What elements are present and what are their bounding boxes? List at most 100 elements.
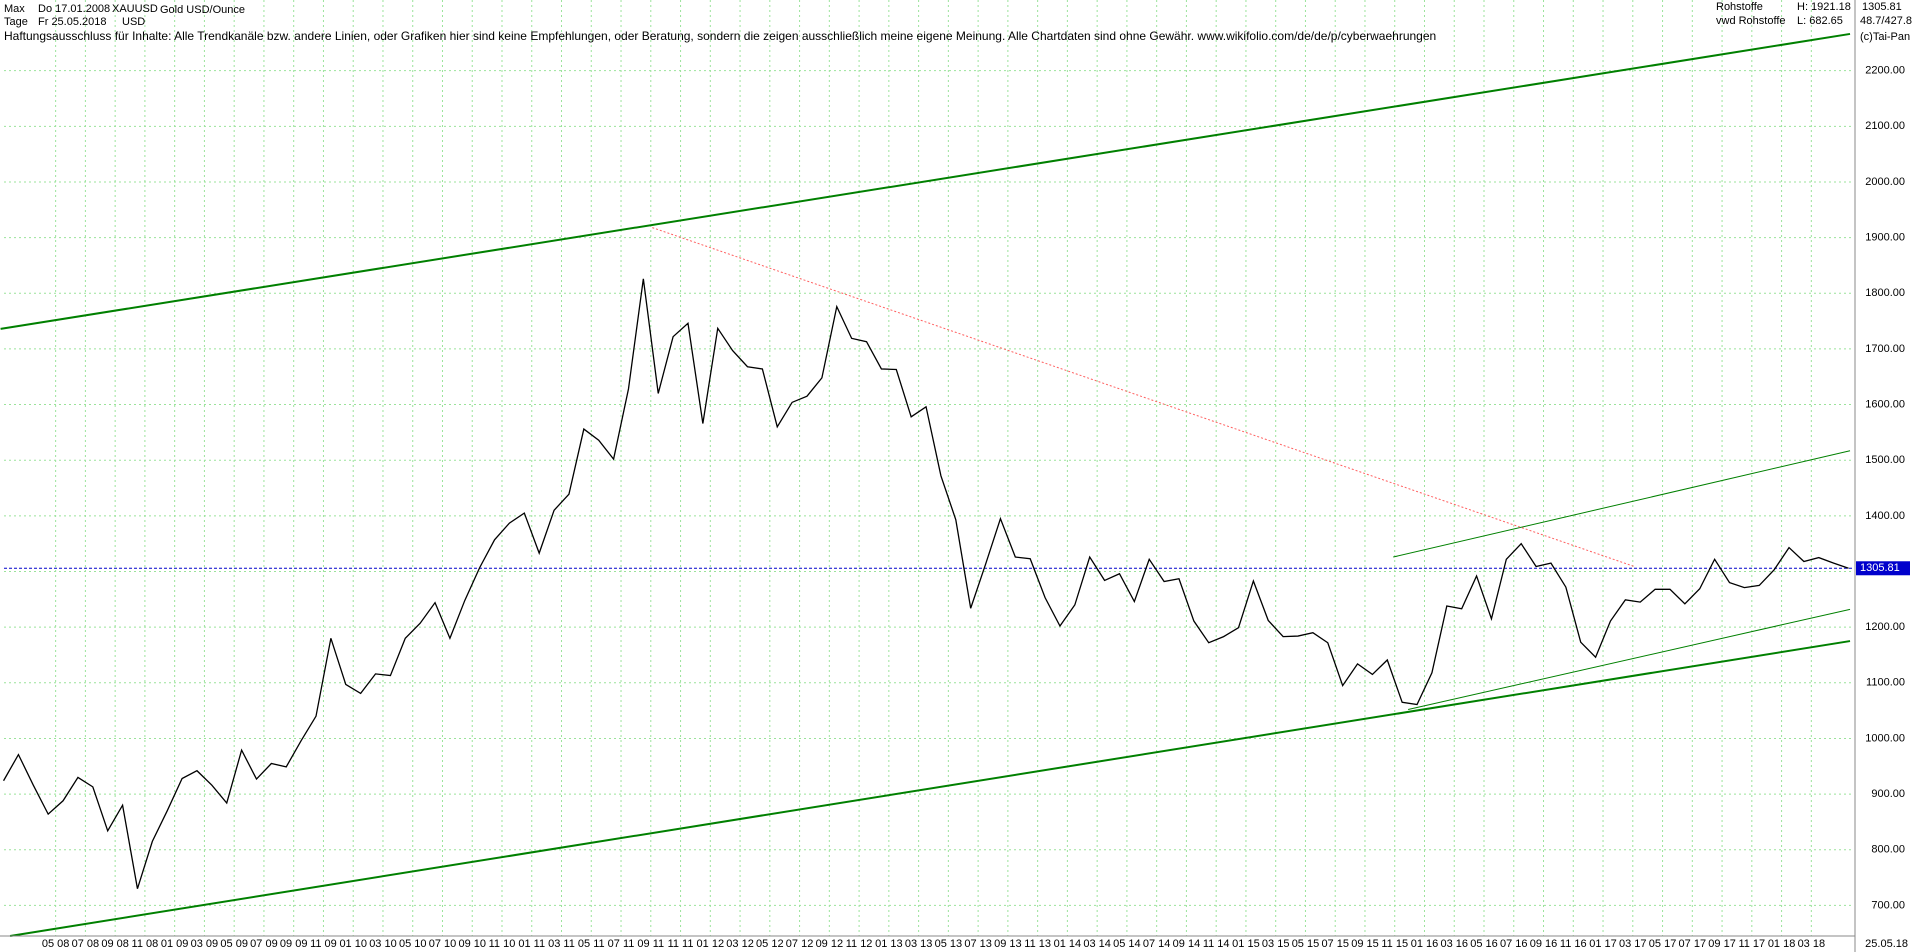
x-tick-label: 07 09: [250, 938, 278, 950]
x-tick-label: 05 08: [42, 938, 70, 950]
market: Rohstoffe: [1716, 1, 1763, 13]
x-tick-label: 07 11: [608, 938, 635, 950]
x-tick-label: 01 18: [1768, 938, 1796, 950]
x-tick-label: 11 14: [1203, 938, 1230, 950]
x-tick-label: 03 17: [1619, 938, 1647, 950]
x-tick-label: 11 16: [1560, 938, 1587, 950]
y-tick-label: 1800.00: [1865, 287, 1905, 299]
x-tick-label: 11 13: [1024, 938, 1051, 950]
last-price-box: [1856, 561, 1910, 576]
y-tick-label: 1200.00: [1865, 621, 1905, 633]
x-tick-label: 09 09: [280, 938, 308, 950]
x-tick-label: 01 09: [161, 938, 189, 950]
x-tick-label: 07 12: [786, 938, 814, 950]
x-tick-label: 03 10: [369, 938, 397, 950]
x-tick-label: 05 11: [578, 938, 605, 950]
x-tick-label: 01 14: [1054, 938, 1082, 950]
trend-line: [9, 640, 1851, 937]
period: Tage: [4, 16, 28, 28]
x-tick-label: 11 08: [132, 938, 159, 950]
y-tick-label: 1700.00: [1865, 343, 1905, 355]
last-price: 1305.81: [1862, 1, 1902, 13]
x-tick-label: 03 13: [905, 938, 933, 950]
y-tick-label: 2100.00: [1865, 120, 1905, 132]
x-tick-label: 09 08: [101, 938, 129, 950]
end-date: Fr 25.05.2018: [38, 16, 107, 28]
y-tick-label: 800.00: [1871, 844, 1905, 856]
x-tick-label: 11 15: [1381, 938, 1408, 950]
x-tick-label: 11 10: [489, 938, 516, 950]
x-tick-label: 07 16: [1500, 938, 1528, 950]
x-tick-label: 09 11: [637, 938, 664, 950]
y-tick-label: 1900.00: [1865, 232, 1905, 244]
copyright: (c)Tai-Pan: [1860, 31, 1910, 43]
x-tick-label: 03 16: [1440, 938, 1468, 950]
range: Max: [4, 3, 25, 15]
trend-line: [652, 227, 1635, 567]
price-line: [2, 278, 1849, 889]
x-tick-label: 05 09: [220, 938, 248, 950]
x-tick-label: 07 10: [429, 938, 457, 950]
y-tick-label: 1100.00: [1866, 677, 1905, 689]
x-tick-label: 09 17: [1708, 938, 1736, 950]
x-tick-label: 01 13: [875, 938, 903, 950]
x-tick-label: 09 15: [1351, 938, 1379, 950]
x-tick-label: 05 12: [756, 938, 784, 950]
symbol: XAUUSD: [112, 3, 158, 15]
x-tick-label: 07 17: [1679, 938, 1707, 950]
y-tick-label: 900.00: [1871, 788, 1905, 800]
x-tick-label: 01 17: [1589, 938, 1617, 950]
end-date-label: 25.05.18: [1865, 938, 1908, 950]
x-tick-label: 05 10: [399, 938, 427, 950]
trend-line: [0, 32, 1851, 330]
x-tick-label: 01 12: [697, 938, 725, 950]
x-tick-label: 09 10: [458, 938, 486, 950]
x-tick-label: 07 13: [964, 938, 992, 950]
x-tick-label: 09 13: [994, 938, 1022, 950]
x-tick-label: 03 18: [1798, 938, 1826, 950]
x-tick-label: 07 15: [1321, 938, 1349, 950]
ratio: 48.7/427.8: [1860, 15, 1912, 27]
x-tick-label: 07 08: [72, 938, 100, 950]
x-tick-label: 09 14: [1173, 938, 1201, 950]
y-tick-label: 1600.00: [1865, 398, 1905, 410]
high: H: 1921.18: [1797, 1, 1851, 13]
x-tick-label: 09 12: [816, 938, 844, 950]
x-tick-label: 01 16: [1411, 938, 1439, 950]
x-tick-label: 05 14: [1113, 938, 1141, 950]
y-tick-label: 1500.00: [1865, 454, 1905, 466]
x-tick-label: 11 12: [846, 938, 873, 950]
disclaimer: Haftungsausschluss für Inhalte: Alle Tre…: [4, 29, 1436, 43]
x-tick-label: 11 11: [668, 938, 694, 950]
x-tick-label: 01 10: [339, 938, 367, 950]
y-tick-label: 1000.00: [1865, 732, 1905, 744]
trend-line: [1393, 450, 1851, 558]
x-tick-label: 03 14: [1083, 938, 1111, 950]
y-tick-label: 700.00: [1871, 899, 1905, 911]
x-tick-label: 07 14: [1143, 938, 1171, 950]
currency: USD: [122, 16, 145, 28]
x-tick-label: 03 11: [548, 938, 575, 950]
instrument: Gold USD/Ounce: [160, 4, 245, 16]
y-tick-label: 2000.00: [1865, 176, 1905, 188]
trend-line: [1408, 608, 1851, 711]
x-tick-label: 03 09: [191, 938, 219, 950]
x-tick-label: 05 16: [1470, 938, 1498, 950]
low: L: 682.65: [1797, 15, 1843, 27]
x-tick-label: 01 11: [518, 938, 545, 950]
start-date: Do 17.01.2008: [38, 3, 110, 15]
x-tick-label: 11 09: [310, 938, 337, 950]
x-tick-label: 09 16: [1530, 938, 1558, 950]
x-tick-label: 03 15: [1262, 938, 1290, 950]
y-tick-label: 1400.00: [1865, 510, 1905, 522]
x-tick-label: 11 17: [1738, 938, 1765, 950]
last-price-label: 1305.81: [1860, 562, 1900, 574]
x-tick-label: 05 17: [1649, 938, 1677, 950]
x-tick-label: 01 15: [1232, 938, 1260, 950]
y-tick-label: 2200.00: [1865, 65, 1905, 77]
x-tick-label: 03 12: [726, 938, 754, 950]
x-tick-label: 05 13: [935, 938, 963, 950]
